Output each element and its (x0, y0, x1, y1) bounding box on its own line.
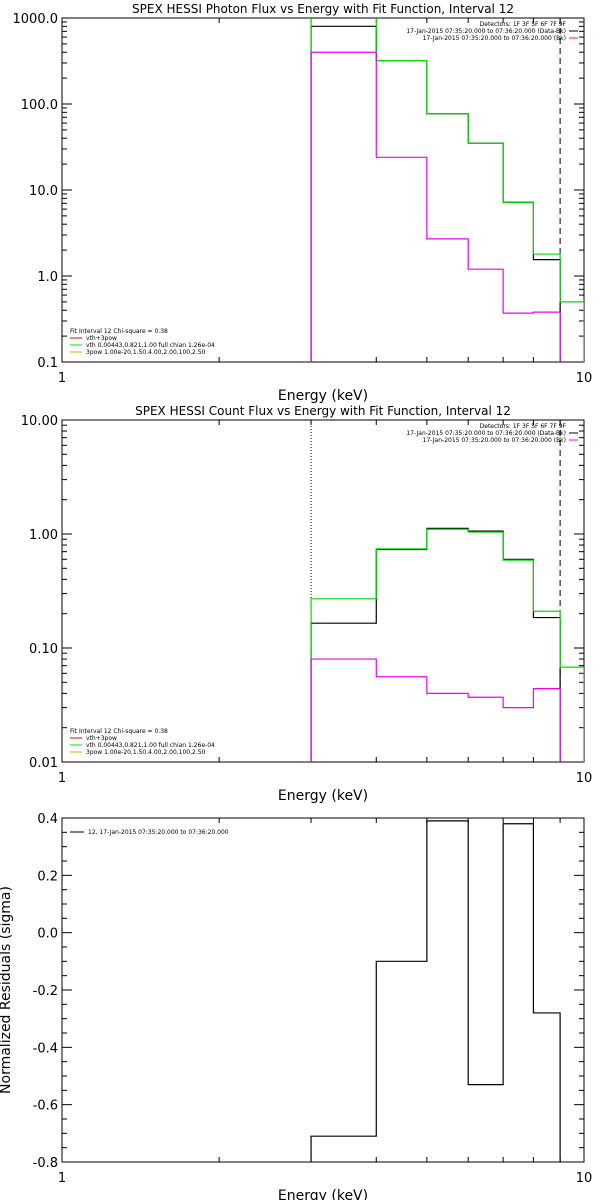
y-tick-label: 100.0 (21, 98, 58, 113)
legend-bottom-left-entry: vth 0.00443,0.821,1.00 full chian 1.26e-… (86, 342, 215, 349)
legend-top-right-entry: 17-Jan-2015 07:35:20.000 to 07:36:20.000… (406, 28, 566, 35)
x-tick-label: 10 (576, 1171, 593, 1186)
legend-entry: 12, 17-Jan-2015 07:35:20.000 to 07:36:20… (88, 829, 229, 836)
y-axis-label: Normalized Residuals (sigma) (0, 886, 14, 1094)
legend-bottom-left-entry: 3pow 1.00e-20,1.50,4.00,2.00,100,2.50 (86, 349, 206, 356)
series-line-3 (310, 658, 561, 762)
legend-top-right-entry: 17-Jan-2015 07:35:20.000 to 07:36:20.000… (406, 430, 566, 437)
y-tick-label: 0.10 (29, 642, 58, 657)
y-tick-label: 0.0 (37, 927, 58, 942)
y-tick-label: 0.2 (37, 869, 58, 884)
y-tick-label: -0.6 (33, 1099, 58, 1114)
series-line-2 (310, 528, 584, 762)
chart-panel-2: 1 10 0.01 0.10 1.00 10.00 SPEX HESSI Count Flu… (21, 404, 592, 804)
legend-top-right-entry: 17-Jan-2015 07:35:20.000 to 07:36:20.000… (423, 437, 566, 444)
y-tick-label: 10.00 (21, 414, 58, 429)
series-line-1 (310, 25, 561, 362)
legend-bottom-left-entry: vth+3pow (86, 735, 117, 742)
x-axis-label: Energy (keV) (278, 788, 368, 804)
series-line-1 (310, 527, 561, 762)
series-group (310, 18, 584, 362)
series-group (310, 820, 561, 1162)
y-tick-label: 0.1 (37, 356, 58, 371)
legend-bottom-left-entry: vth+3pow (86, 335, 117, 342)
plot-frame (61, 17, 585, 363)
legend-top-right-entry: 17-Jan-2015 07:35:20.000 to 07:36:20.000… (423, 35, 566, 42)
chart-panel-3: 1 10 -0.8 -0.6 -0.4 -0.2 0.0 0.2 0.4 Energy (keV)… (0, 812, 592, 1200)
plot-frame (61, 817, 585, 1163)
y-tick-label: -0.8 (33, 1156, 58, 1171)
x-tick-label: 1 (58, 371, 66, 386)
plot-frame (61, 419, 585, 763)
series-line-1 (310, 820, 561, 1162)
y-tick-label: 0.01 (29, 756, 58, 771)
y-tick-label: 1.00 (29, 528, 58, 543)
legend-bottom-left-entry: Fit Interval 12 Chi-square = 0.38 (70, 328, 168, 335)
x-axis-label: Energy (keV) (278, 388, 368, 404)
series-group (310, 527, 584, 762)
chart-title: SPEX HESSI Photon Flux vs Energy with Fi… (132, 2, 514, 16)
legend-bottom-left-entry: Fit Interval 12 Chi-square = 0.38 (70, 728, 168, 735)
y-tick-label: 1000.0 (13, 12, 59, 27)
x-tick-label: 1 (58, 771, 66, 786)
legend-bottom-left-entry: 3pow 1.00e-20,1.50,4.00,2.00,100,2.50 (86, 749, 206, 756)
x-axis-label: Energy (keV) (278, 1188, 368, 1200)
y-tick-label: 10.0 (29, 184, 58, 199)
legend-bottom-left-entry: vth 0.00443,0.821,1.00 full chian 1.26e-… (86, 742, 215, 749)
series-line-2 (310, 18, 584, 362)
chart-title: SPEX HESSI Count Flux vs Energy with Fit… (135, 404, 511, 418)
chart-panel-1: 1 10 0.1 1.0 10.0 100.0 1000.0 SPEX HESSI Photo… (13, 2, 593, 404)
x-tick-label: 10 (576, 771, 593, 786)
y-tick-label: -0.4 (33, 1041, 58, 1056)
y-tick-label: 1.0 (37, 270, 58, 285)
legend-top-right-entry: Detectors: 1F 3F 5F 6F 7F 9F (480, 423, 567, 430)
x-tick-label: 1 (58, 1171, 66, 1186)
series-line-3 (310, 51, 561, 362)
legend-top-right-entry: Detectors: 1F 3F 5F 6F 7F 9F (480, 21, 567, 28)
x-tick-label: 10 (576, 371, 593, 386)
y-tick-label: -0.2 (33, 984, 58, 999)
y-tick-label: 0.4 (37, 812, 58, 827)
